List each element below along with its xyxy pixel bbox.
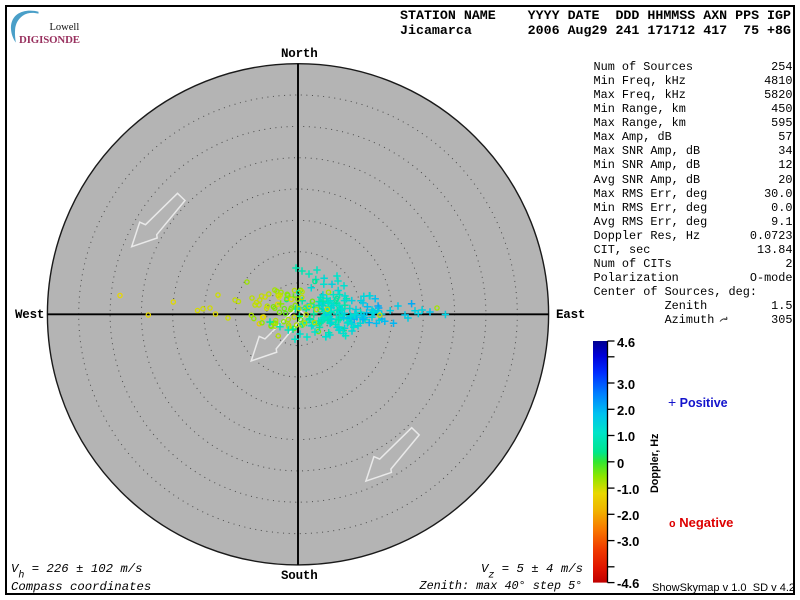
svg-text:Doppler, Hz: Doppler, Hz [649, 433, 661, 493]
